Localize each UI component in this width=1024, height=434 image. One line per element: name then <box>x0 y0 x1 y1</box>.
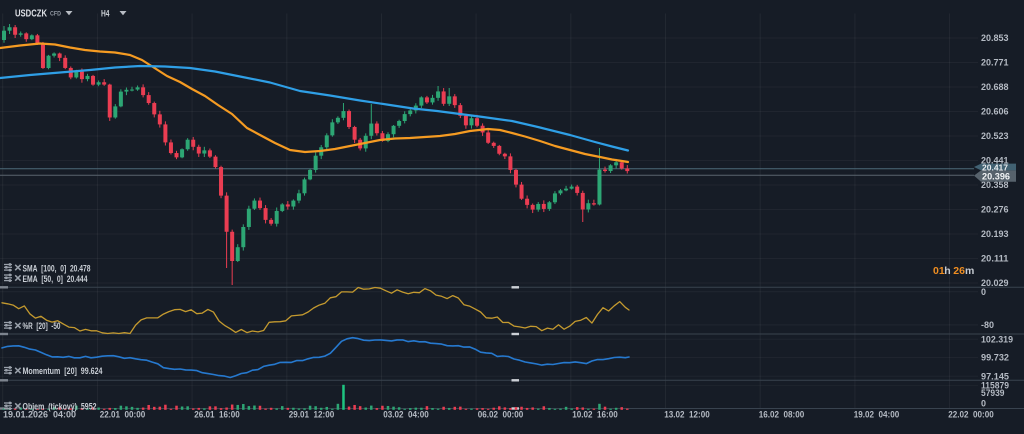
svg-text:20.523: 20.523 <box>981 131 1009 141</box>
svg-text:97.145: 97.145 <box>981 372 1009 382</box>
svg-text:EMA [50, 0] 20.444: EMA [50, 0] 20.444 <box>23 274 88 284</box>
svg-text:16.02 08:00: 16.02 08:00 <box>759 409 805 419</box>
svg-text:115879: 115879 <box>981 381 1009 391</box>
svg-text:20.029: 20.029 <box>981 278 1009 288</box>
svg-text:h: h <box>944 265 950 277</box>
svg-text:-80: -80 <box>981 320 994 330</box>
svg-text:20.853: 20.853 <box>981 33 1009 43</box>
svg-text:20.111: 20.111 <box>981 254 1009 264</box>
svg-text:20.441: 20.441 <box>981 156 1009 166</box>
svg-text:m: m <box>965 265 974 277</box>
svg-text:10.02 16:00: 10.02 16:00 <box>572 409 618 419</box>
svg-text:20.606: 20.606 <box>981 107 1009 117</box>
svg-text:06.02 00:00: 06.02 00:00 <box>478 409 524 419</box>
svg-text:20.771: 20.771 <box>981 58 1009 68</box>
svg-text:29.01 12:00: 29.01 12:00 <box>289 409 335 419</box>
svg-text:Objem (tickový) 5952: Objem (tickový) 5952 <box>23 402 97 412</box>
svg-text:19.01.2026 04:00: 19.01.2026 04:00 <box>3 409 76 419</box>
svg-text:Momentum [20] 99.624: Momentum [20] 99.624 <box>23 366 103 376</box>
svg-text:CFD: CFD <box>50 11 61 18</box>
svg-text:13.02 12:00: 13.02 12:00 <box>664 409 710 419</box>
svg-text:26.01 16:00: 26.01 16:00 <box>194 409 240 419</box>
svg-text:102.319: 102.319 <box>981 335 1013 345</box>
svg-text:26: 26 <box>953 265 965 277</box>
svg-text:01: 01 <box>933 265 945 277</box>
svg-text:03.02 04:00: 03.02 04:00 <box>383 409 429 419</box>
svg-text:0: 0 <box>981 399 986 409</box>
svg-text:20.688: 20.688 <box>981 82 1009 92</box>
svg-text:99.732: 99.732 <box>981 353 1009 363</box>
svg-text:0: 0 <box>981 287 986 297</box>
svg-text:20.358: 20.358 <box>981 180 1009 190</box>
svg-text:20.417: 20.417 <box>982 162 1008 172</box>
svg-text:H4: H4 <box>101 9 110 19</box>
svg-text:20.396: 20.396 <box>982 172 1010 183</box>
svg-text:22.01 00:00: 22.01 00:00 <box>100 409 146 419</box>
svg-text:19.02 04:00: 19.02 04:00 <box>854 409 900 419</box>
svg-text:22.02 00:00: 22.02 00:00 <box>948 409 994 419</box>
svg-text:%R [20] -50: %R [20] -50 <box>23 321 61 331</box>
svg-text:USDCZK: USDCZK <box>15 9 48 20</box>
svg-text:20.276: 20.276 <box>981 205 1009 215</box>
svg-text:57939: 57939 <box>981 388 1005 398</box>
svg-text:SMA [100, 0] 20.478: SMA [100, 0] 20.478 <box>23 263 91 273</box>
svg-text:20.193: 20.193 <box>981 229 1009 239</box>
